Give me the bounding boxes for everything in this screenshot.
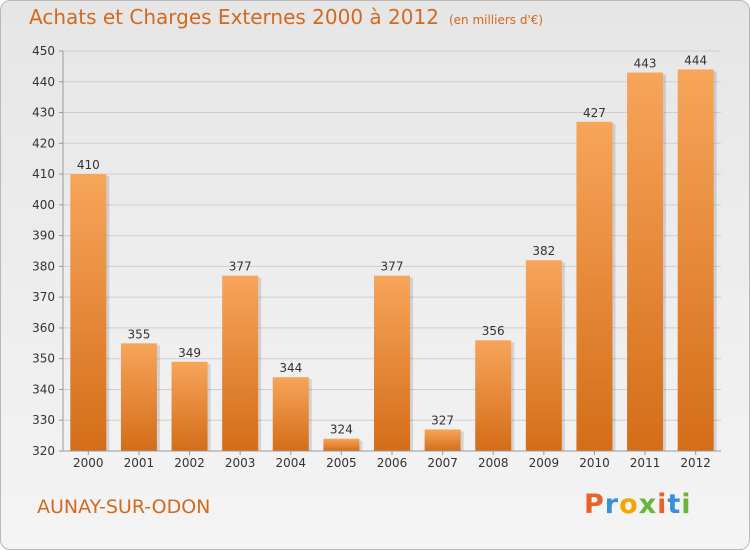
x-tick-label: 2011 <box>630 456 661 470</box>
bar-value-label: 382 <box>532 244 555 258</box>
bar <box>171 361 208 451</box>
bar <box>120 343 157 451</box>
x-tick-label: 2003 <box>225 456 256 470</box>
y-tick-label: 320 <box>32 444 55 458</box>
x-tick-label: 2009 <box>529 456 560 470</box>
logo-letter: t <box>667 489 682 520</box>
y-tick-label: 340 <box>32 382 55 396</box>
logo-letter: r <box>604 489 620 520</box>
x-tick-label: 2006 <box>377 456 408 470</box>
logo-letter: x <box>638 489 658 520</box>
y-tick-label: 350 <box>32 352 55 366</box>
bar-value-label: 444 <box>684 53 707 67</box>
bar <box>374 275 410 451</box>
x-tick-label: 2002 <box>174 456 205 470</box>
y-tick-label: 400 <box>32 198 55 212</box>
x-axis: 2000 2001 2002 2003 2004 2005 2006 2007 2008 2009… <box>63 450 721 470</box>
bar-value-label: 377 <box>381 260 404 274</box>
logo-letter: P <box>584 489 605 520</box>
y-tick-label: 450 <box>32 44 55 58</box>
bar <box>677 69 714 451</box>
chart-title: Achats et Charges Externes 2000 à 2012 (e… <box>29 5 543 29</box>
y-tick-label: 370 <box>32 290 55 304</box>
bar <box>70 174 107 452</box>
logo-letter: o <box>619 489 639 520</box>
bar-value-label: 327 <box>431 413 454 427</box>
bar <box>525 260 562 451</box>
bar-value-label: 344 <box>279 361 302 375</box>
logo-letter: i <box>681 489 692 520</box>
bar <box>323 438 360 451</box>
y-tick-label: 440 <box>32 75 55 89</box>
bar <box>222 275 259 451</box>
bar <box>272 377 309 451</box>
x-tick-label: 2001 <box>124 456 155 470</box>
x-tick-label: 2000 <box>73 456 104 470</box>
chart-title-text: Achats et Charges Externes 2000 à 2012 <box>29 5 439 29</box>
bar <box>475 340 512 451</box>
x-tick-label: 2007 <box>427 456 458 470</box>
y-tick-label: 430 <box>32 106 55 120</box>
bar <box>424 429 461 451</box>
y-tick-label: 390 <box>32 229 55 243</box>
bar-value-label: 349 <box>178 346 201 360</box>
y-tick-label: 380 <box>32 259 55 273</box>
bar-value-label: 356 <box>482 324 505 338</box>
bar-value-label: 377 <box>229 260 252 274</box>
bar <box>576 121 613 452</box>
city-name: AUNAY-SUR-ODON <box>37 496 211 518</box>
bar-value-label: 410 <box>77 158 100 172</box>
bar-value-label: 355 <box>127 327 150 341</box>
x-tick-label: 2008 <box>478 456 509 470</box>
y-tick-label: 410 <box>32 167 55 181</box>
x-tick-label: 2012 <box>680 456 711 470</box>
y-axis: 320 330 340 350 360 370 380 390 400 410 420 430 440 4… <box>32 44 64 458</box>
proxiti-logo: Proxiti <box>584 489 692 520</box>
x-tick-label: 2005 <box>326 456 357 470</box>
bar-value-label: 427 <box>583 106 606 120</box>
x-tick-label: 2004 <box>275 456 306 470</box>
x-tick-label: 2010 <box>579 456 610 470</box>
bar <box>627 72 664 452</box>
y-tick-label: 330 <box>32 413 55 427</box>
bar-value-label: 443 <box>634 57 657 71</box>
chart-subtitle: (en milliers d'€) <box>448 13 544 27</box>
y-tick-label: 360 <box>32 321 55 335</box>
bar-value-label: 324 <box>330 423 353 437</box>
bars: 410 355 349 377 344 324 377 327 356 382 427 443 444 <box>70 53 717 452</box>
logo-letter: i <box>657 489 668 520</box>
y-tick-label: 420 <box>32 136 55 150</box>
